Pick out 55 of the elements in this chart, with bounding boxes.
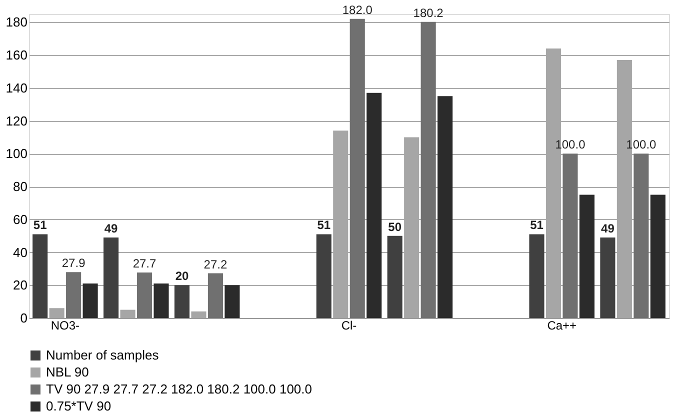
bar: [438, 96, 453, 318]
legend-label: NBL 90: [46, 364, 89, 380]
data-label: 50: [388, 220, 402, 234]
bar: [579, 194, 594, 318]
data-label: 100.0: [555, 138, 586, 152]
data-label: 20: [175, 269, 189, 284]
data-label: 27.7: [132, 256, 157, 270]
bar: [634, 154, 649, 318]
x-tick-label: Cl-: [341, 318, 357, 332]
y-tick-label: 20: [13, 278, 28, 293]
bar: [208, 273, 223, 318]
bar: [154, 283, 169, 318]
bar: [562, 154, 578, 318]
x-tick-label: Ca++: [547, 318, 577, 332]
data-label: 27.9: [62, 256, 86, 270]
data-label: 180.2: [413, 6, 444, 20]
bar: [316, 234, 332, 318]
bar: [49, 308, 64, 318]
legend-label: TV 90 27.9 27.7 27.2 182.0 180.2 100.0 100.0: [46, 382, 312, 396]
y-tick-label: 180: [6, 14, 28, 30]
bar: [191, 311, 206, 318]
y-tick-label: 60: [13, 212, 28, 227]
data-label: 51: [33, 218, 48, 232]
y-tick-label: 160: [6, 48, 28, 63]
data-label: 51: [530, 218, 544, 232]
data-label: 182.0: [342, 2, 373, 17]
bar: [66, 272, 82, 318]
legend-label: Number of samples: [46, 348, 160, 362]
y-tick-label: 40: [13, 244, 28, 260]
bar: [136, 272, 152, 318]
data-label: 100.0: [626, 138, 657, 152]
y-tick-label: 0: [20, 310, 28, 326]
bar: [104, 237, 119, 318]
bar: [420, 22, 436, 318]
bar: [650, 194, 666, 318]
y-tick-label: 120: [6, 113, 28, 128]
y-tick-label: 140: [6, 80, 28, 96]
y-tick-label: 100: [6, 146, 28, 162]
x-tick-label: NO3-: [50, 318, 80, 332]
legend-label: 0.75*TV 90: [46, 398, 112, 414]
y-tick-label: 80: [13, 179, 28, 194]
bar: [82, 283, 98, 318]
data-label: 51: [317, 218, 331, 232]
bar: [387, 236, 402, 318]
bar: [366, 92, 382, 318]
bar: [600, 237, 616, 318]
bar: [174, 285, 190, 318]
bar: [32, 234, 48, 318]
bar: [529, 234, 544, 318]
data-label: 49: [601, 221, 615, 236]
data-label: 49: [104, 221, 118, 236]
bar: [120, 310, 136, 318]
bar: [224, 285, 240, 318]
bar: [350, 18, 365, 318]
data-label: 27.2: [204, 257, 228, 272]
